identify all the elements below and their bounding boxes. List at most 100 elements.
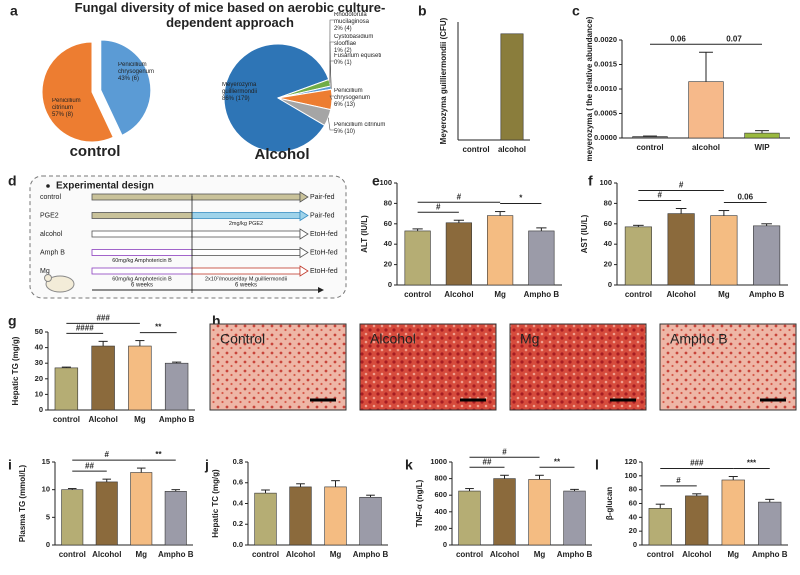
y-tick-label: 0: [443, 540, 447, 549]
bar: [458, 490, 481, 546]
x-tick-label: control: [647, 550, 674, 559]
significance-label: ***: [747, 459, 757, 468]
group-end: EtoH-fed: [310, 231, 338, 238]
bar: [487, 215, 514, 286]
y-tick-label: 80: [604, 198, 612, 207]
significance-label: #: [457, 192, 462, 201]
bar: [648, 508, 672, 546]
phase-1: [91, 212, 193, 219]
bar: [528, 230, 555, 286]
group-label: control: [40, 194, 61, 201]
panel-letter: g: [8, 313, 17, 329]
y-tick-label: 0: [608, 280, 612, 289]
y-tick-label: 60: [629, 498, 637, 507]
bar: [54, 367, 79, 411]
y-tick-label: 400: [434, 507, 447, 516]
y-tick-label: 10: [35, 389, 43, 398]
bar: [667, 213, 695, 286]
bar: [164, 362, 189, 411]
significance-label: #: [105, 450, 110, 459]
y-tick-label: 60: [384, 219, 392, 228]
bar: [744, 132, 780, 139]
pie-slice: [100, 39, 152, 136]
pie-slice: [41, 41, 114, 143]
y-tick-label: 0.0000: [594, 133, 617, 142]
group-end: Pair-fed: [310, 194, 335, 201]
panel-letter: i: [8, 457, 12, 473]
panel-letter: j: [204, 457, 209, 473]
x-tick-label: control: [404, 290, 431, 299]
y-tick-label: 40: [629, 512, 637, 521]
significance-label: ###: [96, 313, 110, 322]
significance-label: **: [155, 450, 162, 459]
significance-label: *: [519, 194, 523, 203]
y-axis-label: Meyerozyma guilliermondii (CFU): [439, 17, 448, 144]
panel-letter: k: [405, 457, 413, 473]
bar: [164, 491, 187, 546]
phase-2-note: 2x10⁷/mouse/day M.guilliermondii: [205, 275, 287, 282]
pie-value-label: 2% (4): [334, 26, 352, 32]
x-tick-label: Mg: [718, 290, 730, 299]
y-tick-label: 5: [46, 512, 50, 521]
x-tick-label: control: [636, 143, 663, 152]
timeline-arrow: [318, 287, 324, 293]
x-tick-label: Mg: [135, 550, 147, 559]
y-tick-label: 80: [629, 485, 637, 494]
pie-value-label: 6% (13): [334, 102, 356, 108]
y-tick-label: 10: [42, 485, 50, 494]
pie-label-name: Penicillium chrysogenum: [118, 62, 155, 75]
arrow-head: [299, 228, 309, 240]
significance-label: **: [155, 323, 162, 332]
bullet: [46, 184, 50, 188]
group-end: EtoH-fed: [310, 268, 338, 275]
bar: [289, 486, 312, 546]
y-tick-label: 20: [604, 260, 612, 269]
significance-label: #: [658, 191, 663, 200]
pie-caption: Alcohol: [255, 146, 310, 163]
bar: [758, 501, 782, 546]
y-tick-label: 50: [35, 327, 43, 336]
panel-letter: h: [212, 313, 221, 329]
x-tick-label: Alcohol: [88, 415, 117, 424]
x-tick-label: Alcohol: [92, 550, 121, 559]
phase-1: [91, 267, 193, 275]
significance-label: 0.07: [726, 34, 742, 43]
x-tick-label: Alcohol: [286, 550, 315, 559]
x-tick-label: control: [462, 145, 489, 154]
x-tick-label: Ampho B: [158, 550, 194, 559]
phase-2: [191, 249, 301, 256]
bar: [128, 345, 152, 411]
y-tick-label: 40: [35, 343, 43, 352]
pie-label-name: Penicillium citrinum: [52, 98, 81, 111]
y-tick-label: 20: [35, 374, 43, 383]
significance-label: #: [502, 447, 507, 456]
phase-2: [191, 230, 301, 238]
mouse-ear: [44, 274, 52, 282]
phase-1: [91, 230, 193, 238]
y-tick-label: 60: [604, 219, 612, 228]
bar: [710, 215, 738, 286]
group-label: PGE2: [40, 212, 59, 219]
pie-label: Penicillium chrysogenum 43% (6): [118, 62, 166, 83]
image-label: Ampho B: [670, 331, 728, 347]
x-tick-label: Mg: [330, 550, 342, 559]
phase-1: [91, 193, 193, 201]
significance-label: 0.06: [670, 34, 686, 43]
pie-label-name: Rhodotorula mucilaginosa: [334, 12, 370, 25]
x-tick-label: Alcohol: [490, 550, 519, 559]
histology-image: [359, 323, 497, 411]
x-tick-label: Ampho B: [749, 290, 785, 299]
x-tick-label: Mg: [134, 415, 146, 424]
y-axis-label: Plasma TG (mmol/L): [18, 464, 27, 542]
pie-slice: [223, 43, 330, 153]
bar: [753, 225, 781, 286]
bar: [95, 481, 118, 546]
pie-label-name: Fusarium equiseti: [334, 53, 382, 59]
significance-label: #: [436, 202, 441, 211]
bar: [324, 486, 347, 546]
significance-label: #: [679, 181, 684, 190]
panel-letter: e: [372, 173, 380, 189]
